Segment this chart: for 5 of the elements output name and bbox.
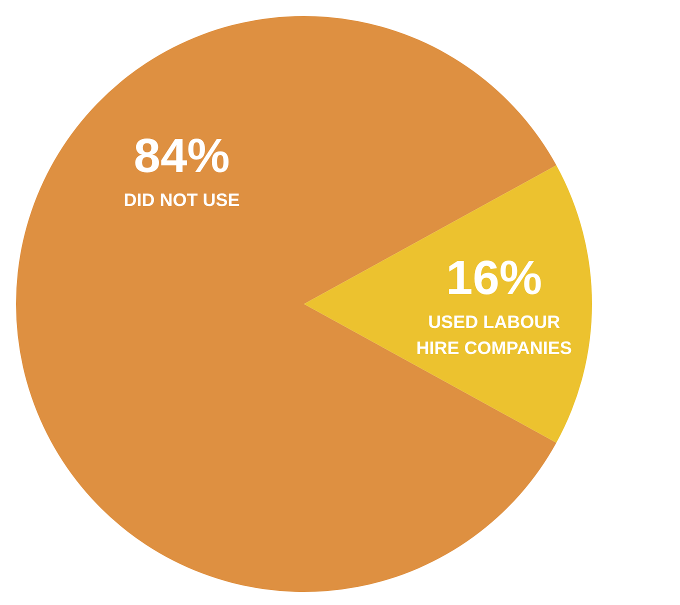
slice-label: DID NOT USE bbox=[124, 190, 240, 210]
slice-label: USED LABOUR HIRE COMPANIES bbox=[416, 312, 572, 358]
pie-slice bbox=[304, 165, 592, 443]
data-label: 16% bbox=[446, 252, 542, 305]
data-label: 84% bbox=[134, 130, 230, 183]
